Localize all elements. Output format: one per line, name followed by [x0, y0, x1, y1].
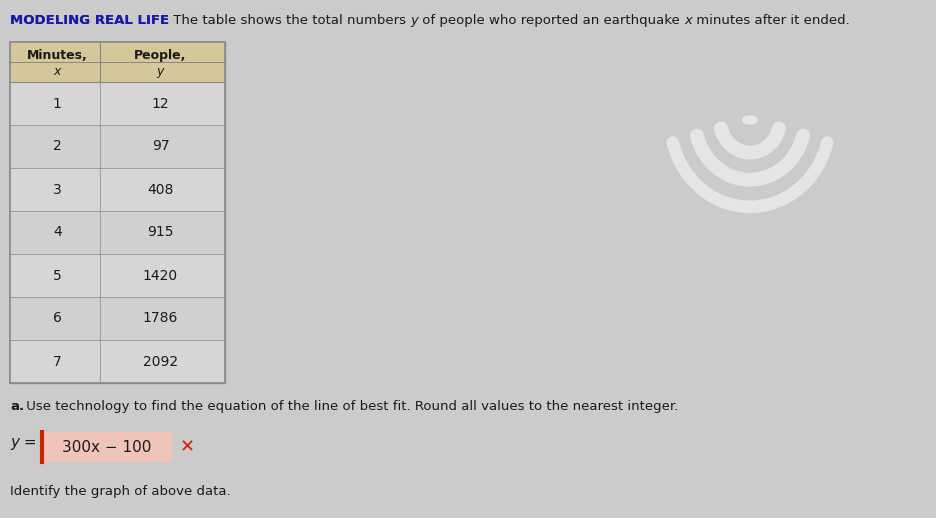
- Text: MODELING REAL LIFE: MODELING REAL LIFE: [10, 14, 168, 27]
- Text: a.: a.: [10, 400, 24, 413]
- Text: Identify the graph of above data.: Identify the graph of above data.: [10, 485, 230, 498]
- Text: People,: People,: [134, 49, 186, 62]
- Text: 12: 12: [152, 96, 169, 110]
- Text: Use technology to find the equation of the line of best fit. Round all values to: Use technology to find the equation of t…: [22, 400, 678, 413]
- Text: x: x: [683, 14, 692, 27]
- Text: The table shows the total numbers: The table shows the total numbers: [168, 14, 410, 27]
- Text: 97: 97: [152, 139, 169, 153]
- Circle shape: [741, 116, 756, 124]
- Text: 3: 3: [52, 182, 62, 196]
- Text: y: y: [410, 14, 417, 27]
- Text: 1: 1: [52, 96, 62, 110]
- Text: 4: 4: [52, 225, 62, 239]
- FancyBboxPatch shape: [10, 340, 225, 383]
- Text: y =: y =: [10, 435, 37, 450]
- FancyBboxPatch shape: [10, 168, 225, 211]
- Text: 915: 915: [147, 225, 173, 239]
- FancyBboxPatch shape: [10, 254, 225, 297]
- FancyBboxPatch shape: [10, 211, 225, 254]
- Text: 6: 6: [52, 311, 62, 325]
- Text: 408: 408: [147, 182, 173, 196]
- Text: of people who reported an earthquake: of people who reported an earthquake: [417, 14, 683, 27]
- Text: ✕: ✕: [180, 438, 195, 456]
- Text: MODELING REAL LIFE The table shows the total numbers: MODELING REAL LIFE The table shows the t…: [10, 14, 391, 27]
- Text: 5: 5: [52, 268, 62, 282]
- FancyBboxPatch shape: [10, 82, 225, 125]
- FancyBboxPatch shape: [10, 42, 225, 383]
- Text: Minutes,: Minutes,: [27, 49, 88, 62]
- Text: 2: 2: [52, 139, 62, 153]
- Text: y: y: [156, 65, 164, 78]
- Text: 2092: 2092: [143, 354, 178, 368]
- Text: 7: 7: [52, 354, 62, 368]
- Text: 1420: 1420: [143, 268, 178, 282]
- FancyBboxPatch shape: [10, 297, 225, 340]
- Text: 1786: 1786: [142, 311, 178, 325]
- Text: MODELING REAL LIFE: MODELING REAL LIFE: [10, 14, 168, 27]
- FancyBboxPatch shape: [10, 42, 225, 82]
- Text: x: x: [53, 65, 61, 78]
- Text: 300x − 100: 300x − 100: [63, 439, 152, 454]
- FancyBboxPatch shape: [10, 125, 225, 168]
- FancyBboxPatch shape: [42, 432, 172, 462]
- Text: minutes after it ended.: minutes after it ended.: [692, 14, 849, 27]
